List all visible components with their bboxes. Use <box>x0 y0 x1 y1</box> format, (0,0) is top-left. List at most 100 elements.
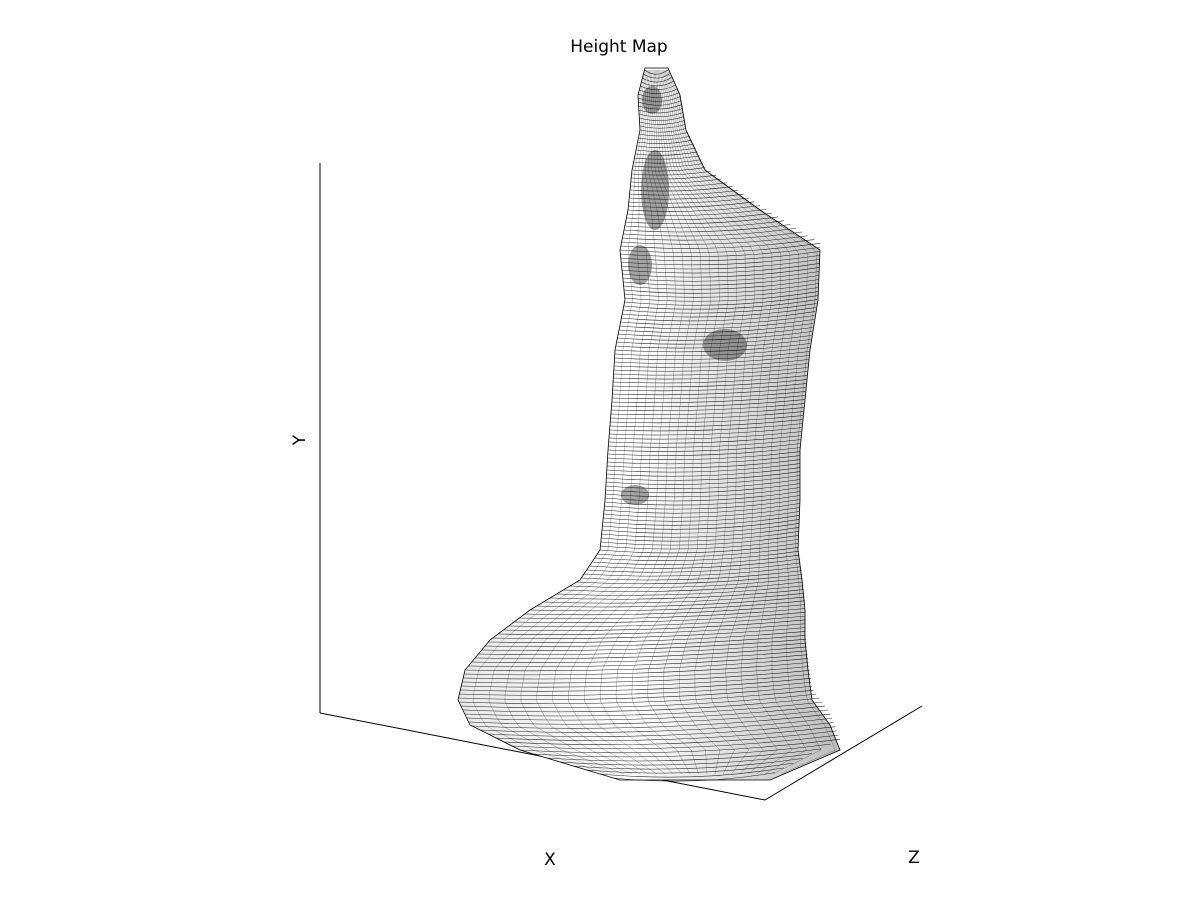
surface-mesh-row <box>601 527 799 538</box>
surface-mesh-row <box>605 479 801 489</box>
surface-mesh-row <box>606 463 801 473</box>
z-axis-label: Z <box>908 848 920 868</box>
surface-mesh-column <box>520 69 659 775</box>
surface-mesh-row <box>629 186 733 192</box>
surface-mesh-row <box>466 705 825 721</box>
surface-mesh-column <box>568 69 685 775</box>
surface-shadow-region <box>621 485 649 505</box>
surface-mesh-row <box>481 638 807 651</box>
surface-mesh-row <box>622 267 820 278</box>
y-axis-label: Y <box>290 434 310 446</box>
surface-mesh-row <box>632 163 704 168</box>
surface-mesh-row <box>601 531 799 542</box>
surface-mesh-row <box>626 212 773 220</box>
surface-mesh-row <box>600 535 799 546</box>
surface-mesh-column <box>666 69 807 775</box>
surface-mesh-row <box>600 539 799 550</box>
surface-mesh-row <box>613 772 775 782</box>
surface-mesh-row <box>625 216 779 224</box>
surface-mesh-row <box>608 435 801 444</box>
surface-mesh-row <box>599 543 799 554</box>
surface-mesh-row <box>497 623 806 635</box>
surface-mesh-row <box>623 227 797 237</box>
chart-title: Height Map <box>570 37 667 57</box>
surface-mesh-column <box>663 69 782 775</box>
surface-mesh-row <box>622 303 817 314</box>
surface-mesh-column <box>631 69 720 775</box>
surface-mesh-column <box>472 69 646 775</box>
surface-mesh-column <box>667 69 822 775</box>
surface-mesh-column <box>552 69 676 775</box>
surface-mesh-column <box>660 69 755 775</box>
surface-mesh-row <box>603 507 800 518</box>
surface-mesh-row <box>519 739 841 754</box>
surface-mesh-row <box>613 371 808 380</box>
surface-mesh-row <box>605 487 801 498</box>
surface-mesh-row <box>607 455 801 465</box>
surface-mesh-row <box>623 279 819 290</box>
surface-mesh-row <box>631 167 706 172</box>
surface-mesh-row <box>605 491 801 502</box>
surface-mesh-column <box>615 69 711 775</box>
surface-mesh-row <box>583 566 802 577</box>
surface-mesh-row <box>619 319 814 329</box>
surface-mesh-row <box>612 387 806 396</box>
surface-mesh-row <box>628 201 755 208</box>
surface-mesh-row <box>614 359 809 368</box>
surface-mesh-row <box>601 523 799 534</box>
surface-mesh-row <box>620 239 815 249</box>
surface-mesh-row <box>621 263 820 274</box>
surface-mesh-column <box>659 69 746 775</box>
surface-mesh-row <box>479 717 833 733</box>
surface-mesh-row <box>612 391 806 400</box>
surface-mesh-row <box>615 339 811 349</box>
surface-shadow-region <box>641 150 669 230</box>
surface-mesh-column <box>668 69 836 775</box>
surface-mesh-row <box>620 251 820 262</box>
surface-mesh-row <box>614 355 809 364</box>
surface-mesh-row <box>492 627 806 639</box>
surface-mesh-row <box>622 271 819 282</box>
surface-mesh-row <box>586 562 801 573</box>
surface-mesh-row <box>610 407 804 416</box>
surface-mesh-row <box>602 519 800 530</box>
surface-mesh-row <box>630 182 728 188</box>
surface-mesh-column <box>662 69 773 775</box>
surface-mesh-row <box>586 762 794 774</box>
surface-mesh-row <box>611 395 805 403</box>
surface-mesh-row <box>611 403 805 411</box>
surface-mesh-row <box>543 593 805 604</box>
surface-mesh-row <box>602 515 800 526</box>
surface-mesh-row <box>609 423 803 432</box>
surface-shadow-region <box>642 86 662 114</box>
surface-mesh-row <box>624 220 785 229</box>
surface-mesh-row <box>614 343 811 353</box>
surface-mesh-row <box>621 259 820 270</box>
surface-mesh-row <box>603 511 800 522</box>
surface-mesh-row <box>624 295 818 306</box>
surface-mesh-row <box>623 275 819 286</box>
surface-mesh-row <box>474 646 807 659</box>
surface-mesh-column <box>536 69 668 775</box>
surface-mesh-row <box>591 554 800 565</box>
surface-mesh-row <box>471 650 808 663</box>
surface-mesh-row <box>619 243 821 253</box>
surface-mesh-row <box>608 431 802 440</box>
surface-mesh-row <box>623 224 791 233</box>
surface-mesh-row <box>624 291 819 302</box>
surface-mesh-row <box>468 654 808 668</box>
surface-mesh-row <box>633 159 702 164</box>
surface-mesh-row <box>628 197 750 204</box>
surface-mesh-column <box>665 69 793 775</box>
surface-mesh-row <box>603 503 800 514</box>
surface-mesh-row <box>612 383 807 392</box>
surface-mesh-row <box>609 419 803 428</box>
surface-mesh-row <box>597 547 799 558</box>
surface-mesh-row <box>529 600 806 612</box>
surface-mesh-row <box>462 670 810 684</box>
surface-mesh-column <box>658 69 737 775</box>
z-axis-line <box>764 705 923 801</box>
surface-mesh-row <box>621 255 820 266</box>
surface-mesh-row <box>617 331 812 341</box>
